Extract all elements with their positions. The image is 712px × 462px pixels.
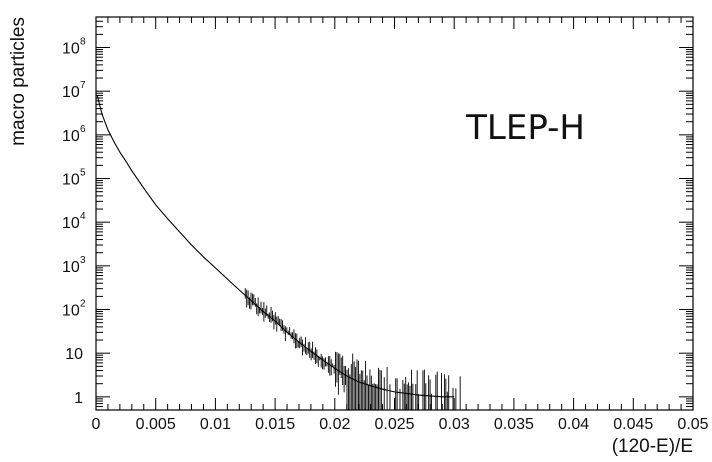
- y-tick-label: 10: [62, 41, 80, 58]
- x-tick-label: 0.015: [255, 416, 295, 433]
- x-tick-label: 0.04: [558, 416, 589, 433]
- chart-annotation: TLEP-H: [465, 108, 585, 148]
- y-tick-exponent: 8: [80, 37, 86, 48]
- series-line: [96, 95, 455, 398]
- y-tick-exponent: 5: [80, 168, 86, 179]
- y-tick-exponent: 3: [80, 255, 86, 266]
- x-axis: 0 0.005 0.01 0.015 0.02 0.025 0.03 0.035 0.04 0.0…: [92, 17, 709, 433]
- x-tick-label: 0: [92, 416, 101, 433]
- plot-area: [96, 95, 461, 410]
- y-tick-label: 10: [62, 172, 80, 189]
- x-tick-label: 0.02: [319, 416, 350, 433]
- y-tick-label: 10: [62, 215, 80, 232]
- y-tick-exponent: 4: [80, 211, 86, 222]
- x-tick-label: 0.025: [374, 416, 414, 433]
- y-tick-label: 10: [65, 346, 83, 363]
- y-tick-label: 10: [62, 303, 80, 320]
- x-tick-label: 0.01: [200, 416, 231, 433]
- y-tick-exponent: 2: [80, 299, 86, 310]
- x-tick-label: 0.03: [439, 416, 470, 433]
- x-tick-label: 0.005: [136, 416, 176, 433]
- y-tick-label: 10: [62, 128, 80, 145]
- x-axis-title: (120-E)/E: [612, 436, 693, 457]
- y-tick-exponent: 7: [80, 80, 86, 91]
- y-tick-label: 10: [62, 259, 80, 276]
- x-tick-label: 0.035: [494, 416, 534, 433]
- y-tick-label: 10: [62, 84, 80, 101]
- y-tick-exponent: 6: [80, 124, 86, 135]
- x-tick-label: 0.05: [677, 416, 708, 433]
- y-tick-label: 1: [74, 390, 83, 407]
- y-axis-title: macro particles: [8, 17, 29, 146]
- x-tick-label: 0.045: [613, 416, 653, 433]
